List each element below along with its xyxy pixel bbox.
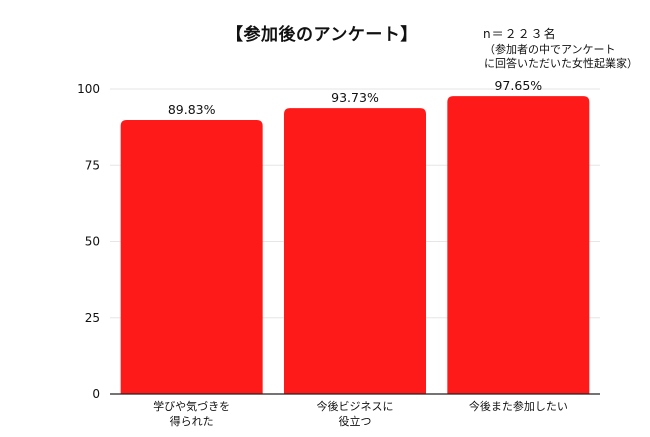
x-tick-label: 得られた: [170, 415, 214, 428]
y-tick-label: 100: [77, 82, 100, 96]
bar: [447, 96, 590, 394]
y-tick-label: 50: [85, 235, 100, 249]
y-tick-label: 0: [92, 387, 100, 401]
y-tick-label: 75: [85, 158, 100, 172]
x-tick-label: 今後また参加したい: [469, 399, 568, 413]
data-label: 93.73%: [331, 90, 379, 105]
respondent-note-line2: に回答いただいた女性起業家）: [484, 57, 638, 70]
bar: [120, 120, 263, 395]
respondent-note: （参加者の中でアンケート に回答いただいた女性起業家）: [484, 43, 638, 71]
x-tick-label: 役立つ: [339, 414, 372, 428]
y-tick-label: 25: [85, 311, 100, 325]
data-label: 89.83%: [168, 102, 216, 117]
sample-size-label: n＝２２３名: [483, 27, 557, 41]
x-tick-label: 今後ビジネスに: [317, 399, 394, 413]
x-tick-label: 学びや気づきを: [153, 399, 230, 413]
data-label: 97.65%: [494, 78, 542, 93]
respondent-note-line1: （参加者の中でアンケート: [484, 43, 616, 56]
chart-title: 【参加後のアンケート】: [226, 25, 418, 45]
bar: [284, 108, 426, 394]
